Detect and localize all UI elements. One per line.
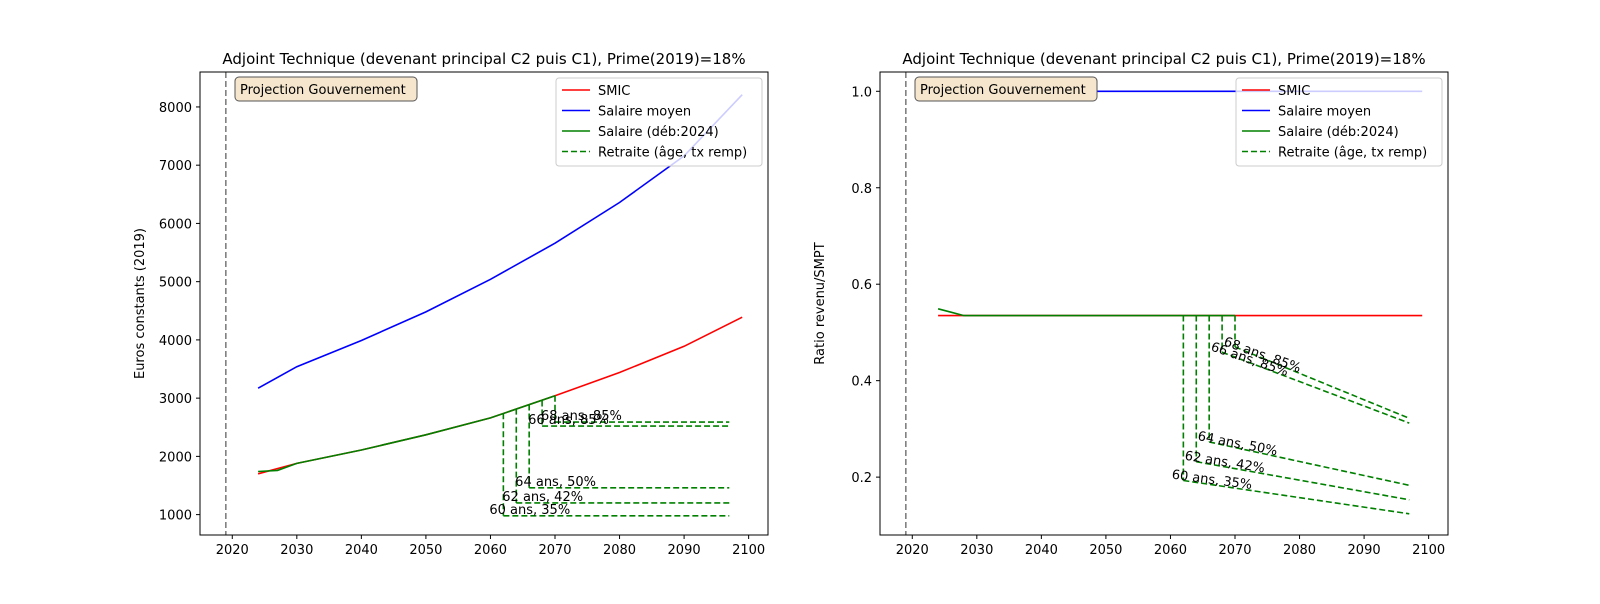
series-line-salaire-d-b-2024- xyxy=(937,308,1235,317)
pension-line xyxy=(1221,351,1410,424)
y-axis-label: Ratio revenu/SMPT xyxy=(813,242,828,364)
x-tick-label: 2050 xyxy=(409,543,442,558)
legend-entry-label: Retraite (âge, tx remp) xyxy=(598,146,747,161)
y-tick-label: 1000 xyxy=(159,509,192,524)
series-line-salaire-moyen xyxy=(257,94,743,389)
x-tick-label: 2070 xyxy=(1218,543,1251,558)
y-tick-label: 3000 xyxy=(159,392,192,407)
series-line-salaire-d-b-2024- xyxy=(258,395,556,473)
chart-panel-1: Adjoint Technique (devenant principal C2… xyxy=(133,50,769,558)
pension-label: 64 ans, 50% xyxy=(515,475,596,490)
pension-line xyxy=(1209,441,1410,487)
axes-frame xyxy=(199,71,769,536)
y-tick-label: 5000 xyxy=(159,276,192,291)
plot-area xyxy=(225,72,743,535)
x-tick-label: 2060 xyxy=(1154,543,1187,558)
x-tick-label: 2080 xyxy=(603,543,636,558)
x-tick-label: 2040 xyxy=(1025,543,1058,558)
x-tick-label: 2090 xyxy=(668,543,701,558)
y-axis-label: Euros constants (2019) xyxy=(133,228,148,379)
legend-entry-label: Salaire moyen xyxy=(598,105,691,120)
annotation-box: Projection Gouvernement xyxy=(914,76,1098,102)
pension-label: 68 ans, 85% xyxy=(541,409,622,424)
legend-entry-label: Retraite (âge, tx remp) xyxy=(1278,146,1427,161)
x-tick-label: 2100 xyxy=(732,543,765,558)
chart-title: Adjoint Technique (devenant principal C2… xyxy=(222,50,745,68)
pension-label: 66 ans, 85% xyxy=(528,413,609,428)
y-tick-label: 0.2 xyxy=(851,471,872,486)
x-tick-label: 2090 xyxy=(1348,543,1381,558)
legend-entry-label: SMIC xyxy=(598,84,630,99)
x-tick-label: 2080 xyxy=(1283,543,1316,558)
legend-frame xyxy=(555,77,763,167)
legend-entry-label: Salaire (déb:2024) xyxy=(598,125,719,140)
legend: SMIC Salaire moyen Salaire (déb:2024) Retra… xyxy=(1235,77,1443,167)
y-tick-label: 0.8 xyxy=(851,182,872,197)
y-tick-label: 2000 xyxy=(159,450,192,465)
x-tick-label: 2030 xyxy=(960,543,993,558)
y-tick-label: 8000 xyxy=(159,101,192,116)
legend-frame xyxy=(1235,77,1443,167)
pension-line xyxy=(1196,460,1410,501)
x-tick-label: 2020 xyxy=(216,543,249,558)
legend: SMIC Salaire moyen Salaire (déb:2024) Retra… xyxy=(555,77,763,167)
y-tick-label: 0.4 xyxy=(851,375,872,390)
pension-line xyxy=(1234,346,1410,420)
legend-entry-label: Salaire moyen xyxy=(1278,105,1371,120)
x-tick-label: 2020 xyxy=(896,543,929,558)
x-tick-label: 2070 xyxy=(538,543,571,558)
annotation-bg xyxy=(914,76,1098,102)
pension-label: 62 ans, 42% xyxy=(502,490,583,505)
x-tick-label: 2100 xyxy=(1412,543,1445,558)
annotation-bg xyxy=(234,76,418,102)
annotation-box: Projection Gouvernement xyxy=(234,76,418,102)
y-tick-label: 1.0 xyxy=(851,85,872,100)
legend-entry-label: SMIC xyxy=(1278,84,1310,99)
x-tick-label: 2060 xyxy=(474,543,507,558)
x-tick-label: 2030 xyxy=(280,543,313,558)
y-tick-label: 0.6 xyxy=(851,278,872,293)
chart-title: Adjoint Technique (devenant principal C2… xyxy=(902,50,1425,68)
axes-frame xyxy=(879,71,1449,536)
y-tick-label: 6000 xyxy=(159,217,192,232)
legend-entry-label: Salaire (déb:2024) xyxy=(1278,125,1399,140)
x-tick-label: 2040 xyxy=(345,543,378,558)
x-tick-label: 2050 xyxy=(1089,543,1122,558)
pension-line xyxy=(1183,479,1410,515)
pension-label: 60 ans, 35% xyxy=(489,503,570,518)
y-tick-label: 7000 xyxy=(159,159,192,174)
y-tick-label: 4000 xyxy=(159,334,192,349)
annotation-text: Projection Gouvernement xyxy=(920,83,1086,98)
annotation-text: Projection Gouvernement xyxy=(240,83,406,98)
